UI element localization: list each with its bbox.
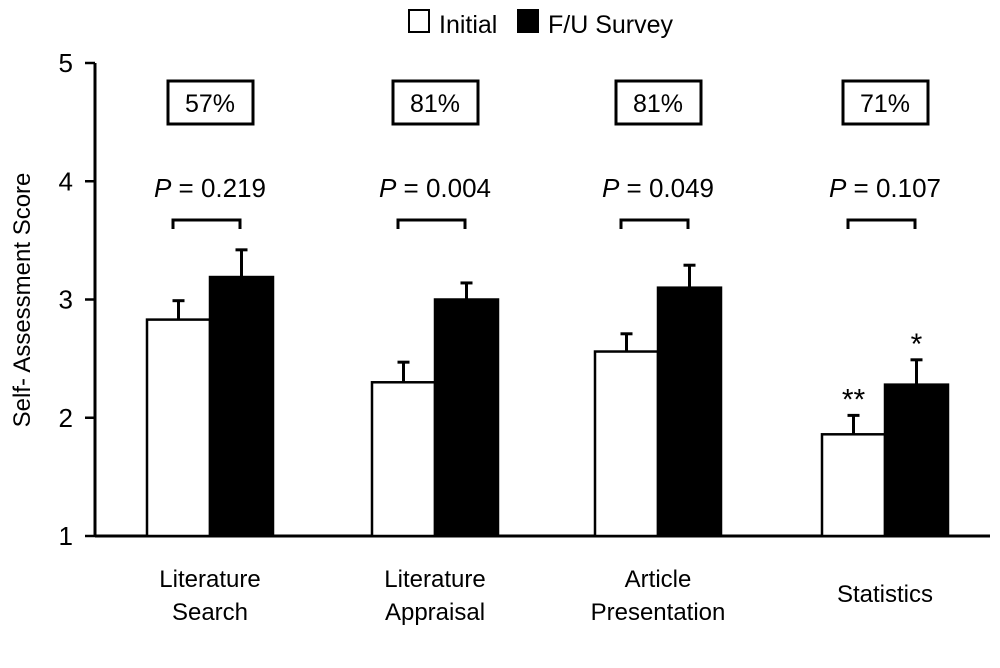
- bar: [208, 275, 275, 538]
- p-value-label: P = 0.219: [154, 173, 266, 203]
- percent-box: [166, 79, 255, 126]
- p-value-symbol: P: [829, 173, 847, 203]
- x-tick-label: Literature: [159, 566, 260, 593]
- significance-mark: **: [842, 383, 866, 416]
- bar: [593, 350, 660, 538]
- p-value-symbol: P: [154, 173, 172, 203]
- bar: [145, 318, 212, 538]
- legend-swatch: [408, 9, 430, 33]
- p-value-number: = 0.107: [846, 173, 941, 203]
- y-tick-label: 3: [59, 285, 73, 315]
- significance-bracket: [171, 218, 242, 229]
- legend-swatch: [517, 9, 539, 33]
- percent-box: [614, 79, 703, 126]
- p-value-number: = 0.219: [171, 173, 266, 203]
- y-tick-label: 4: [59, 166, 73, 196]
- significance-bracket: [619, 218, 690, 229]
- p-value-label: P = 0.107: [829, 173, 941, 203]
- legend: Initial F/U Survey: [408, 9, 674, 39]
- percent-box-label: 71%: [860, 90, 910, 118]
- y-tick-label: 1: [59, 521, 73, 551]
- x-tick-label: Search: [172, 599, 248, 626]
- p-value-label: P = 0.049: [602, 173, 714, 203]
- x-tick-label: Appraisal: [385, 599, 485, 626]
- x-tick-label: Presentation: [591, 599, 726, 626]
- percent-box-label: 81%: [633, 90, 683, 118]
- p-value-symbol: P: [602, 173, 620, 203]
- bar: [433, 298, 500, 538]
- significance-bracket: [396, 218, 467, 229]
- x-tick-label: Literature: [384, 566, 485, 593]
- legend-label: Initial: [439, 11, 497, 39]
- significance-bracket: [846, 218, 917, 229]
- legend-label: F/U Survey: [548, 11, 674, 39]
- x-tick-label: Statistics: [837, 581, 933, 608]
- bar: [656, 286, 723, 538]
- percent-box-label: 81%: [410, 90, 460, 118]
- y-axis-label: Self- Assessment Score: [9, 173, 36, 428]
- p-value-symbol: P: [379, 173, 397, 203]
- x-tick-label: Article: [625, 566, 692, 593]
- y-tick-label: 2: [59, 403, 73, 433]
- bar: [883, 383, 950, 538]
- percent-box-label: 57%: [185, 90, 235, 118]
- percent-box: [391, 79, 480, 126]
- bar: [820, 433, 887, 538]
- p-value-number: = 0.004: [396, 173, 491, 203]
- percent-box: [841, 79, 930, 126]
- p-value-label: P = 0.004: [379, 173, 491, 203]
- y-tick-label: 5: [59, 48, 73, 78]
- significance-mark: *: [911, 328, 923, 361]
- bar: [370, 381, 437, 538]
- p-value-number: = 0.049: [619, 173, 714, 203]
